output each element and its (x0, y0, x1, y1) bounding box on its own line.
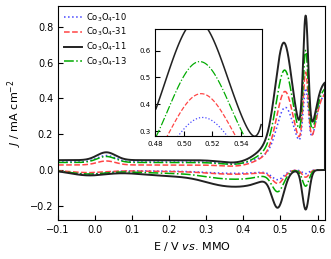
Co$_3$O$_4$-31 (90, 171, 94, 174)
Co$_3$O$_4$-31 (56, 169, 60, 172)
Co$_3$O$_4$-11 (221, 184, 225, 188)
Co$_3$O$_4$-31 (66, 163, 70, 167)
Co$_3$O$_4$-11 (66, 159, 70, 162)
Co$_3$O$_4$-31 (56, 163, 60, 167)
Co$_3$O$_4$-10 (152, 160, 156, 163)
Co$_3$O$_4$-13 (56, 161, 60, 164)
Line: Co$_3$O$_4$-13: Co$_3$O$_4$-13 (58, 50, 325, 192)
Co$_3$O$_4$-10 (298, 138, 302, 141)
Co$_3$O$_4$-11 (152, 159, 156, 162)
Co$_3$O$_4$-13 (221, 177, 225, 180)
Co$_3$O$_4$-31 (275, 182, 279, 185)
Legend: Co$_3$O$_4$-10, Co$_3$O$_4$-31, Co$_3$O$_4$-11, Co$_3$O$_4$-13: Co$_3$O$_4$-10, Co$_3$O$_4$-31, Co$_3$O$… (62, 10, 129, 69)
Co$_3$O$_4$-11 (317, 169, 321, 172)
Co$_3$O$_4$-11 (90, 174, 94, 177)
Co$_3$O$_4$-31 (304, 70, 307, 74)
Co$_3$O$_4$-13 (275, 190, 279, 193)
Co$_3$O$_4$-31 (317, 168, 321, 171)
Y-axis label: $J$ / mA cm$^{-2}$: $J$ / mA cm$^{-2}$ (6, 79, 24, 147)
Line: Co$_3$O$_4$-10: Co$_3$O$_4$-10 (58, 89, 325, 180)
Co$_3$O$_4$-10 (66, 160, 70, 163)
Co$_3$O$_4$-10 (275, 178, 279, 181)
Co$_3$O$_4$-13 (304, 49, 307, 52)
Line: Co$_3$O$_4$-31: Co$_3$O$_4$-31 (58, 72, 325, 183)
Co$_3$O$_4$-13 (152, 161, 156, 164)
Co$_3$O$_4$-11 (56, 159, 60, 162)
Co$_3$O$_4$-13 (56, 169, 60, 172)
Co$_3$O$_4$-11 (304, 208, 307, 211)
Co$_3$O$_4$-13 (66, 161, 70, 164)
Co$_3$O$_4$-13 (317, 168, 321, 171)
Co$_3$O$_4$-10 (90, 172, 94, 176)
Co$_3$O$_4$-31 (298, 135, 302, 138)
Co$_3$O$_4$-11 (56, 170, 60, 173)
Co$_3$O$_4$-10 (56, 170, 60, 173)
Co$_3$O$_4$-11 (304, 14, 307, 17)
Co$_3$O$_4$-10 (221, 172, 225, 175)
Co$_3$O$_4$-13 (298, 126, 302, 129)
Co$_3$O$_4$-10 (56, 160, 60, 163)
Co$_3$O$_4$-13 (90, 172, 94, 176)
Line: Co$_3$O$_4$-11: Co$_3$O$_4$-11 (58, 16, 325, 210)
Co$_3$O$_4$-31 (152, 163, 156, 167)
X-axis label: E / V $\it{vs}$. MMO: E / V $\it{vs}$. MMO (153, 240, 230, 254)
Co$_3$O$_4$-31 (221, 172, 225, 176)
Co$_3$O$_4$-11 (298, 117, 302, 120)
Co$_3$O$_4$-10 (304, 87, 307, 90)
Co$_3$O$_4$-10 (317, 168, 321, 171)
